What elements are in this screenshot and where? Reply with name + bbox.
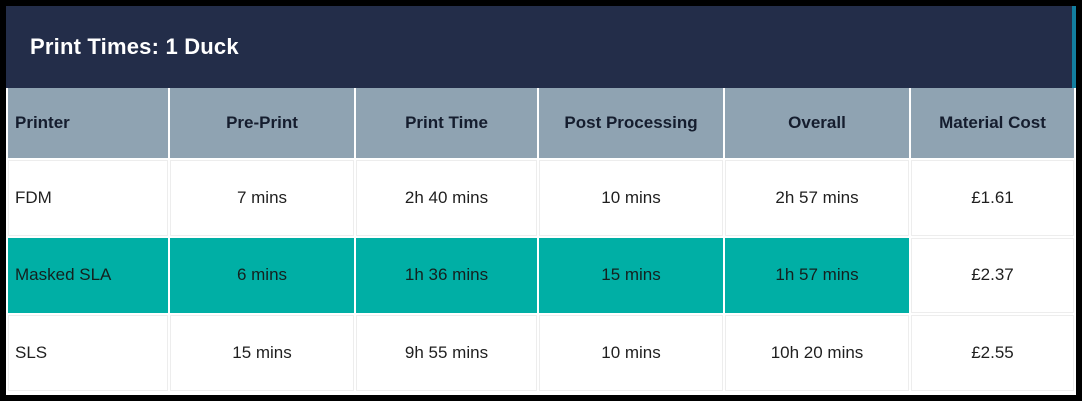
table-cell: 9h 55 mins xyxy=(356,315,537,391)
header-cell-post-processing: Post Processing xyxy=(539,88,723,158)
table-cell: £1.61 xyxy=(911,160,1074,236)
header-cell-overall: Overall xyxy=(725,88,909,158)
table-cell-highlighted: 15 mins xyxy=(539,237,723,314)
table-row-sls: SLS 15 mins 9h 55 mins 10 mins 10h 20 mi… xyxy=(8,315,1074,391)
table-cell: £2.37 xyxy=(911,237,1074,314)
table-cell: 10h 20 mins xyxy=(725,315,909,391)
title-bar: Print Times: 1 Duck xyxy=(6,6,1076,88)
header-cell-printer: Printer xyxy=(8,88,168,158)
table-cell: £2.55 xyxy=(911,315,1074,391)
print-times-table: Printer Pre-Print Print Time Post Proces… xyxy=(6,86,1076,393)
header-row: Printer Pre-Print Print Time Post Proces… xyxy=(8,88,1074,158)
table-cell: FDM xyxy=(8,160,168,236)
table-cell: 10 mins xyxy=(539,315,723,391)
header-cell-pre-print: Pre-Print xyxy=(170,88,354,158)
table-cell: 2h 57 mins xyxy=(725,160,909,236)
table-cell: 10 mins xyxy=(539,160,723,236)
table-cell: SLS xyxy=(8,315,168,391)
table-cell-highlighted: 6 mins xyxy=(170,237,354,314)
table-cell: 2h 40 mins xyxy=(356,160,537,236)
table-cell-highlighted: 1h 57 mins xyxy=(725,237,909,314)
header-cell-print-time: Print Time xyxy=(356,88,537,158)
table-row-masked-sla: Masked SLA 6 mins 1h 36 mins 15 mins 1h … xyxy=(8,237,1074,314)
table-cell-highlighted: 1h 36 mins xyxy=(356,237,537,314)
header-cell-material-cost: Material Cost xyxy=(911,88,1074,158)
table-row-fdm: FDM 7 mins 2h 40 mins 10 mins 2h 57 mins… xyxy=(8,160,1074,236)
table-cell-highlighted: Masked SLA xyxy=(8,237,168,314)
table-cell: 7 mins xyxy=(170,160,354,236)
table-cell: 15 mins xyxy=(170,315,354,391)
page-title: Print Times: 1 Duck xyxy=(30,34,239,59)
